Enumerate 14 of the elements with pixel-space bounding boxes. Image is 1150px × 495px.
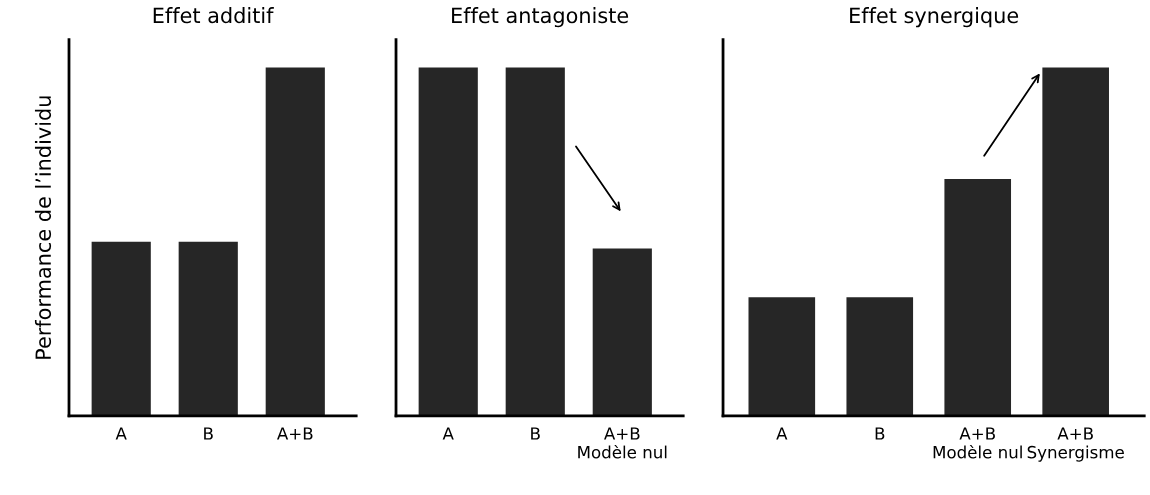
chart-title: Effet synergique [850, 7, 1019, 28]
x-tick-label: B [204, 427, 213, 440]
x-tick-label: A+B Modèle nul [933, 427, 1022, 459]
chart-title: Effet antagoniste [452, 7, 629, 28]
x-tick-label: A+B Synergisme [1027, 427, 1124, 462]
x-tick-label: A [115, 427, 127, 440]
x-tick-label: A+B Modèle nul [578, 427, 667, 459]
x-tick-label: A [442, 427, 454, 440]
x-tick-label: B [875, 427, 885, 440]
x-tick-label: A [776, 427, 788, 440]
chart-title: Effet additif [153, 7, 274, 24]
x-tick-label: A+B [277, 427, 313, 440]
y-axis-title: Performance de l’individu [34, 96, 52, 359]
x-tick-label: B [531, 427, 540, 440]
